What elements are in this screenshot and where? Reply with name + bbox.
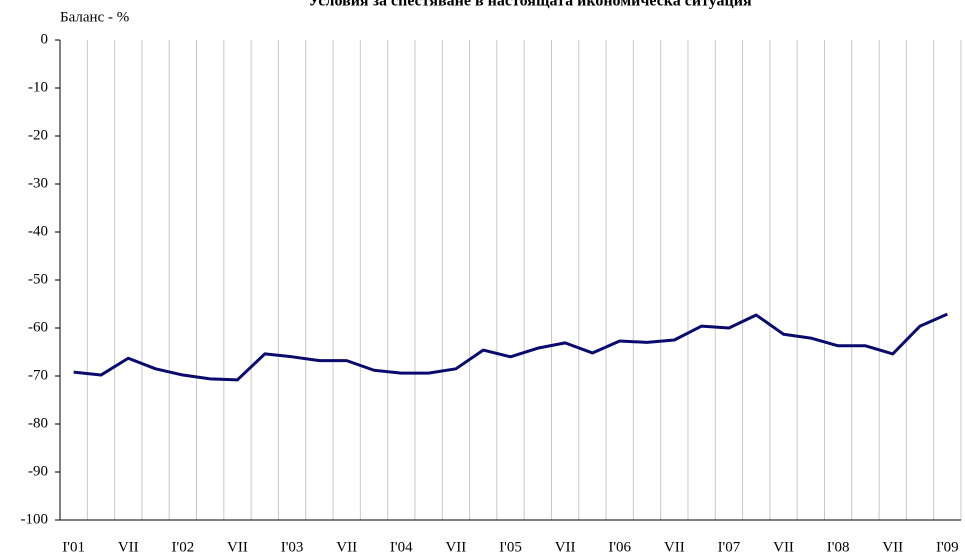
y-tick-label: -60: [28, 319, 48, 335]
y-tick-label: -50: [28, 271, 48, 287]
y-tick-label: -100: [21, 511, 49, 527]
x-tick-label: I'07: [718, 539, 741, 555]
x-tick-label: VII: [664, 539, 685, 555]
x-tick-label: VII: [882, 539, 903, 555]
x-tick-label: VII: [336, 539, 357, 555]
y-axis-label: Баланс - %: [60, 9, 129, 25]
x-tick-label: VII: [227, 539, 248, 555]
x-tick-label: VII: [445, 539, 466, 555]
y-tick-label: -20: [28, 127, 48, 143]
y-tick-label: 0: [41, 31, 49, 47]
chart-title: Условия за спестяване в настоящата иконо…: [308, 0, 752, 10]
x-tick-label: I'08: [827, 539, 850, 555]
y-tick-label: -10: [28, 79, 48, 95]
x-tick-label: I'09: [936, 539, 959, 555]
x-tick-label: I'03: [281, 539, 304, 555]
x-tick-label: VII: [555, 539, 576, 555]
x-tick-label: I'05: [499, 539, 522, 555]
y-tick-label: -70: [28, 367, 48, 383]
y-tick-label: -80: [28, 415, 48, 431]
x-tick-label: I'06: [608, 539, 631, 555]
y-tick-label: -40: [28, 223, 48, 239]
x-tick-label: I'01: [62, 539, 85, 555]
x-tick-label: I'04: [390, 539, 413, 555]
y-tick-label: -90: [28, 463, 48, 479]
x-tick-label: VII: [118, 539, 139, 555]
x-tick-label: I'02: [172, 539, 195, 555]
y-tick-label: -30: [28, 175, 48, 191]
data-line: [73, 312, 948, 382]
x-tick-label: VII: [773, 539, 794, 555]
